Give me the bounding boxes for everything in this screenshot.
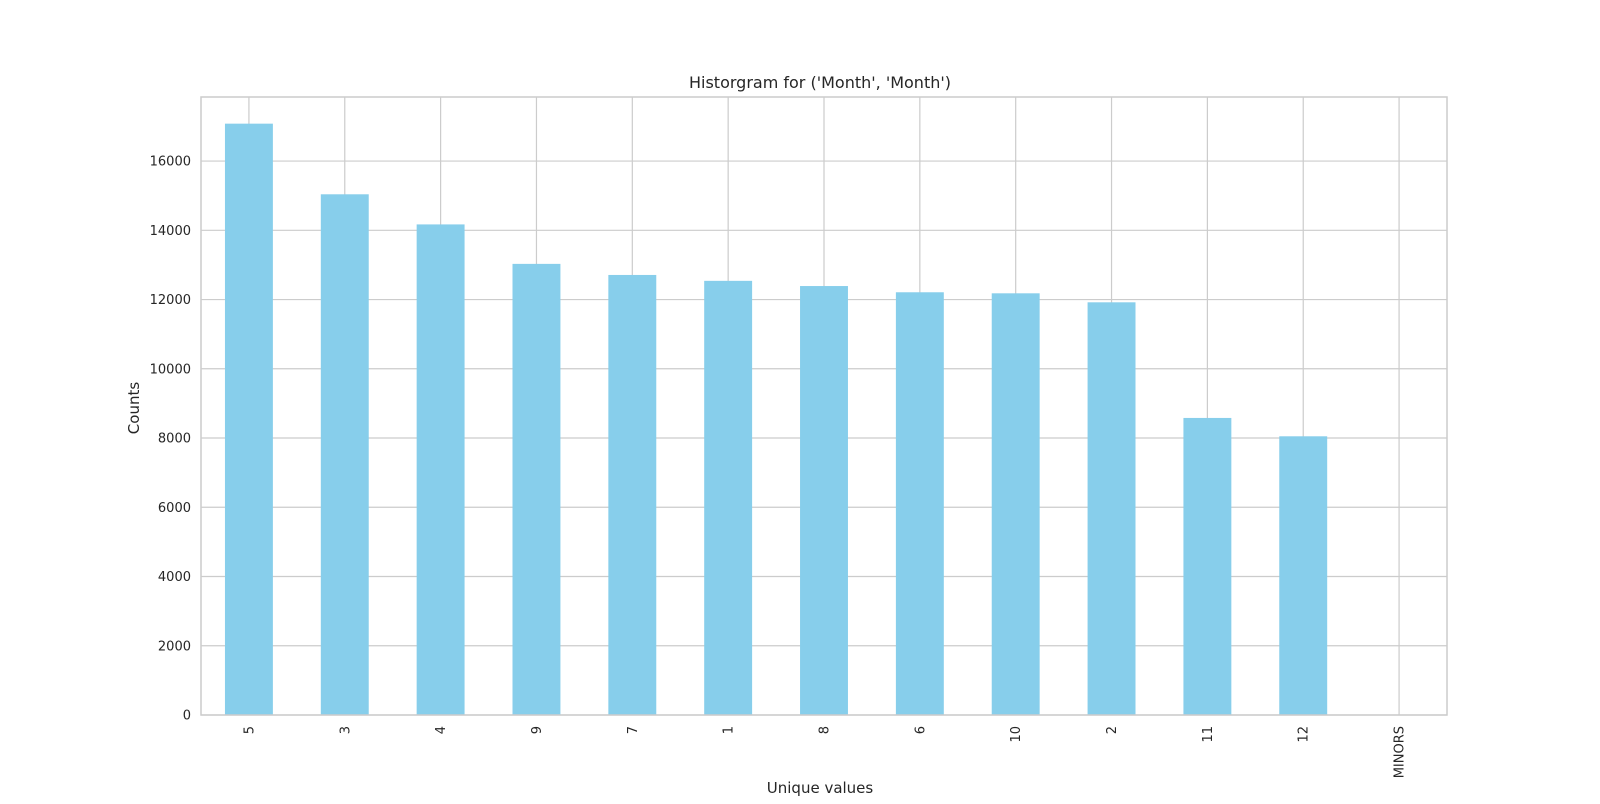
x-tick-label: MINORS <box>1393 726 1408 778</box>
x-tick-label: 3 <box>338 726 353 734</box>
x-tick-label: 11 <box>1201 726 1216 743</box>
x-tick-label: 5 <box>242 726 257 734</box>
plot-frame <box>200 96 1448 716</box>
x-axis-ticks: 5 3 4 9 7 1 8 6 10 2 11 12 MINORS <box>242 726 1407 778</box>
y-tick-label: 4000 <box>158 570 191 585</box>
y-tick-label: 8000 <box>158 432 191 447</box>
bar <box>320 194 369 715</box>
x-tick-label: 4 <box>434 726 449 734</box>
bar <box>1183 417 1232 715</box>
bar <box>512 263 561 715</box>
y-tick-label: 12000 <box>150 293 191 308</box>
y-tick-label: 2000 <box>158 639 191 654</box>
x-tick-label: 2 <box>1105 726 1120 734</box>
y-axis-title: Counts <box>125 382 143 435</box>
y-tick-label: 16000 <box>150 155 191 170</box>
bar <box>608 274 657 715</box>
y-axis-ticks: 0 2000 4000 6000 8000 10000 12000 14000 16000 <box>150 155 191 724</box>
y-tick-label: 0 <box>183 709 191 724</box>
y-tick-label: 10000 <box>150 362 191 377</box>
bar <box>704 280 753 715</box>
x-axis-title: Unique values <box>767 779 874 797</box>
x-tick-label: 12 <box>1297 726 1312 743</box>
x-tick-label: 6 <box>913 726 928 734</box>
bar <box>991 293 1040 715</box>
bars-layer <box>224 123 1328 716</box>
bar <box>1087 302 1136 715</box>
bar <box>800 286 848 715</box>
x-tick-label: 9 <box>530 726 545 734</box>
x-tick-label: 10 <box>1009 726 1024 743</box>
x-tick-label: 7 <box>626 726 641 734</box>
x-tick-label: 1 <box>722 726 737 734</box>
y-tick-label: 6000 <box>158 501 191 516</box>
x-tick-label: 8 <box>818 726 833 734</box>
bar <box>895 292 944 715</box>
y-tick-label: 14000 <box>150 224 191 239</box>
bar <box>416 224 465 716</box>
bar <box>1279 436 1328 715</box>
bar <box>224 123 273 716</box>
chart-title: Historgram for ('Month', 'Month') <box>689 73 951 92</box>
